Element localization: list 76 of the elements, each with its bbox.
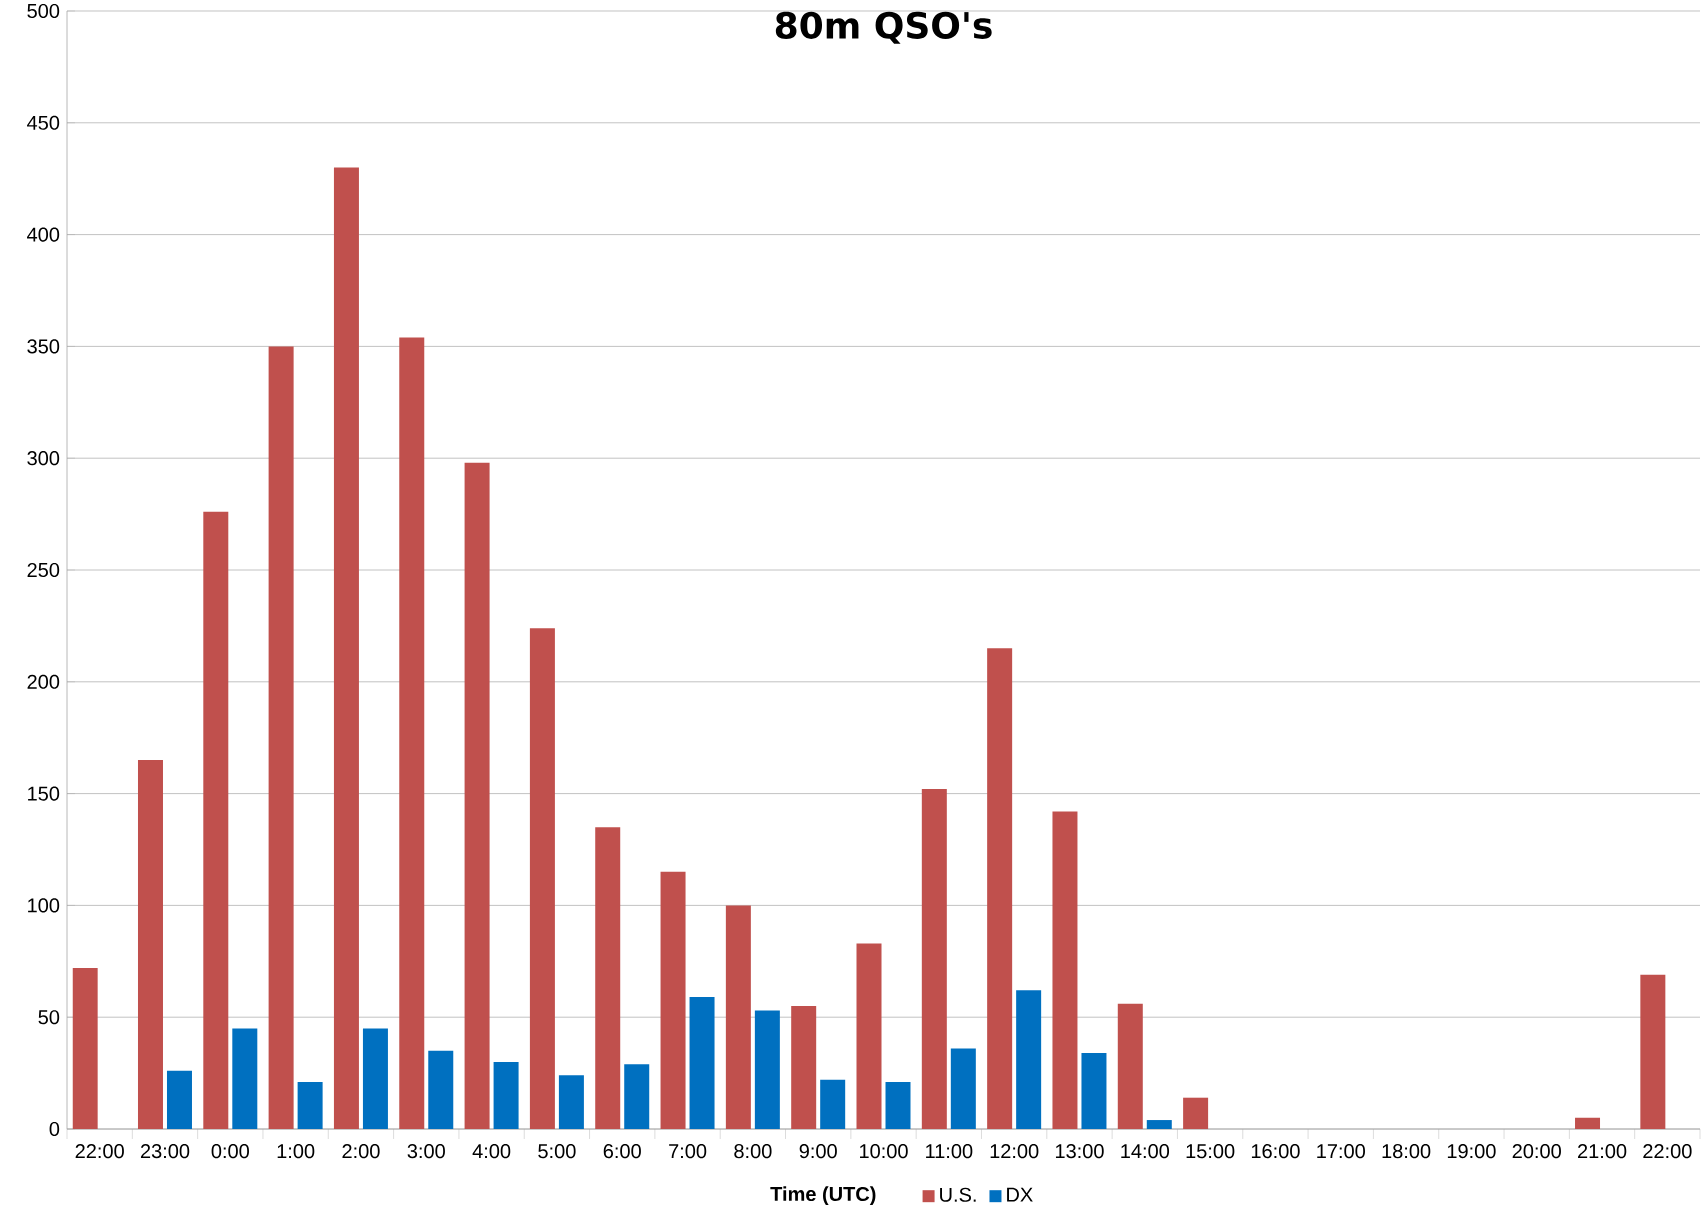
- bar: [137, 760, 163, 1129]
- x-tick-label: 21:00: [1578, 1144, 1627, 1159]
- bar: [268, 346, 294, 1129]
- y-tick-label: 450: [27, 115, 60, 130]
- bar: [464, 462, 490, 1129]
- bar: [558, 1075, 584, 1129]
- bar: [1146, 1120, 1172, 1129]
- y-tick-label: 100: [28, 898, 60, 913]
- bar: [1081, 1052, 1107, 1129]
- bar: [987, 648, 1013, 1129]
- bar: [791, 1006, 817, 1129]
- x-tick-label: 0:00: [211, 1144, 249, 1159]
- bar: [493, 1061, 519, 1129]
- y-tick-label: 350: [27, 339, 60, 354]
- x-tick-label: 22:00: [1643, 1144, 1692, 1159]
- bar: [1052, 811, 1078, 1129]
- legend-label: DX: [1007, 1187, 1033, 1202]
- y-tick-label: 0: [49, 1121, 60, 1137]
- bar: [921, 789, 947, 1129]
- bar: [1575, 1117, 1601, 1129]
- x-tick-label: 17:00: [1317, 1144, 1365, 1159]
- x-tick-label: 23:00: [140, 1144, 190, 1159]
- x-tick-label: 3:00: [407, 1144, 445, 1159]
- x-tick-label: 15:00: [1186, 1144, 1235, 1159]
- bar: [362, 1028, 388, 1129]
- y-tick-label: 50: [38, 1010, 60, 1025]
- x-tick-label: 22:00: [75, 1144, 124, 1159]
- y-tick-label: 300: [27, 451, 60, 466]
- y-tick-label: 250: [27, 562, 60, 578]
- x-axis-title: Time (UTC): [770, 1186, 876, 1206]
- x-tick-label: 5:00: [538, 1144, 576, 1159]
- legend-label: U.S.: [940, 1187, 976, 1202]
- chart-title: 80m QSO's: [775, 11, 992, 44]
- bar: [689, 997, 715, 1129]
- x-tick-label: 14:00: [1121, 1144, 1170, 1159]
- bar: [660, 871, 686, 1129]
- bar: [297, 1082, 323, 1129]
- x-tick-label: 16:00: [1251, 1144, 1300, 1159]
- bar: [232, 1028, 258, 1129]
- x-tick-label: 11:00: [926, 1144, 973, 1159]
- x-tick-label: 18:00: [1382, 1144, 1431, 1159]
- bar: [624, 1064, 650, 1129]
- x-tick-label: 4:00: [472, 1144, 511, 1159]
- bar: [725, 905, 751, 1129]
- bar: [529, 628, 555, 1129]
- x-tick-label: 7:00: [669, 1144, 707, 1159]
- bar: [1117, 1003, 1143, 1129]
- bar: [754, 1010, 780, 1129]
- bar: [885, 1082, 911, 1129]
- x-tick-label: 12:00: [990, 1144, 1039, 1159]
- y-tick-label: 150: [28, 786, 60, 801]
- x-tick-label: 1:00: [277, 1144, 315, 1159]
- y-tick-label: 400: [27, 227, 60, 242]
- bar: [1183, 1097, 1209, 1129]
- bar: [428, 1050, 454, 1129]
- x-tick-label: 6:00: [603, 1144, 641, 1159]
- bar: [1016, 990, 1042, 1129]
- x-tick-label: 8:00: [734, 1144, 772, 1159]
- bar: [820, 1079, 846, 1129]
- x-tick-label: 13:00: [1055, 1144, 1104, 1159]
- bar: [1640, 974, 1666, 1129]
- x-tick-label: 10:00: [860, 1144, 908, 1159]
- bar: [399, 337, 425, 1129]
- x-tick-label: 2:00: [342, 1144, 380, 1159]
- bar: [203, 511, 229, 1129]
- bar: [595, 827, 621, 1129]
- y-tick-label: 200: [27, 674, 60, 689]
- bar: [333, 167, 359, 1129]
- bar: [166, 1070, 192, 1129]
- x-tick-label: 20:00: [1512, 1144, 1561, 1159]
- bar: [856, 943, 882, 1129]
- x-tick-label: 19:00: [1447, 1144, 1496, 1159]
- bar: [72, 968, 98, 1129]
- bar: [950, 1048, 976, 1129]
- x-tick-label: 9:00: [799, 1144, 837, 1159]
- y-tick-label: 500: [27, 3, 60, 19]
